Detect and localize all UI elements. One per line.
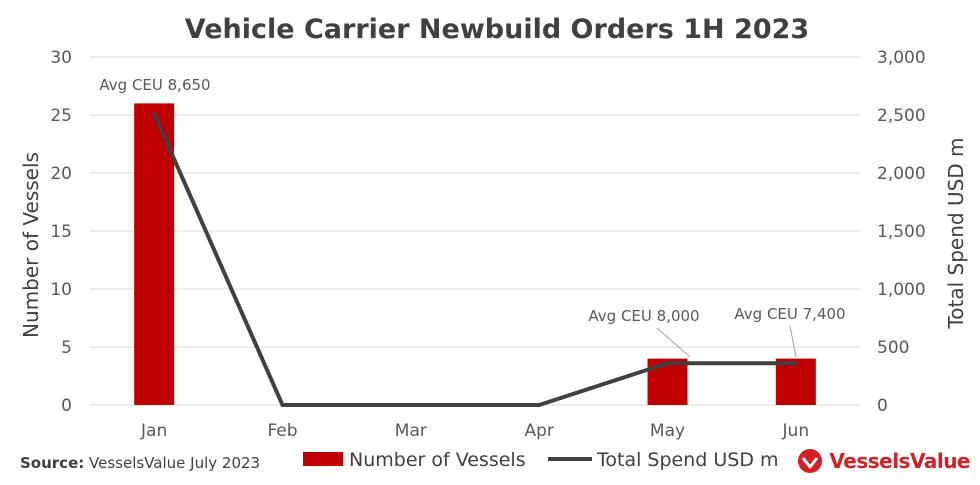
annotation-leader — [656, 327, 691, 358]
y2-tick-label: 1,000 — [877, 280, 926, 300]
y2-tick-label: 500 — [877, 338, 909, 358]
gridlines — [90, 56, 860, 406]
y-tick-label: 20 — [50, 164, 72, 184]
brand-logo: VesselsValue — [797, 448, 970, 474]
source-label: Source: — [20, 454, 85, 472]
x-tick-label: Apr — [524, 421, 553, 441]
line-point — [793, 361, 798, 366]
line-point — [537, 403, 542, 407]
right-axis-ticks: 0 500 1,000 1,500 2,000 2,500 3,000 — [877, 48, 926, 416]
line-point — [280, 403, 285, 407]
annotation-label: Avg CEU 8,650 — [99, 76, 210, 94]
source-note: Source: VesselsValue July 2023 — [20, 454, 260, 472]
legend-swatch-bar — [303, 452, 343, 466]
line-point — [665, 361, 670, 366]
vesselsvalue-logo-icon — [798, 449, 823, 473]
x-axis-ticks: Jan Feb Mar Apr May Jun — [140, 421, 809, 441]
y-tick-label: 5 — [61, 338, 72, 358]
legend: Number of Vessels Total Spend USD m — [303, 449, 779, 471]
y-tick-label: 10 — [50, 280, 72, 300]
line-point — [152, 111, 157, 116]
left-axis-ticks: 0 5 10 15 20 25 30 — [50, 48, 72, 416]
line-series — [152, 111, 798, 407]
x-tick-label: Feb — [267, 421, 297, 441]
series-line — [152, 113, 796, 407]
y2-tick-label: 0 — [877, 396, 888, 416]
x-tick-label: Mar — [395, 421, 427, 441]
x-tick-label: Jan — [140, 421, 167, 441]
brand-name: VesselsValue — [829, 449, 970, 473]
annotation-leader — [789, 325, 797, 358]
y-tick-label: 0 — [61, 396, 72, 416]
y2-tick-label: 2,000 — [877, 164, 926, 184]
bar — [775, 358, 816, 405]
y2-axis-title: Total Spend USD m — [944, 137, 968, 329]
y-tick-label: 30 — [50, 48, 72, 68]
line-point — [408, 403, 413, 407]
x-tick-label: Jun — [782, 421, 810, 441]
annotations: Avg CEU 8,650 Avg CEU 8,000 Avg CEU 7,400 — [99, 76, 846, 358]
y-tick-label: 15 — [50, 222, 72, 242]
annotation-label: Avg CEU 8,000 — [588, 307, 699, 325]
x-tick-label: May — [650, 421, 685, 441]
y2-tick-label: 2,500 — [877, 106, 926, 126]
legend-label-bar: Number of Vessels — [349, 449, 526, 471]
bar — [134, 103, 175, 406]
source-text: VesselsValue July 2023 — [89, 454, 261, 472]
y-axis-title: Number of Vessels — [19, 152, 43, 338]
bar-series — [134, 103, 816, 406]
y2-tick-label: 3,000 — [877, 48, 926, 68]
y2-tick-label: 1,500 — [877, 222, 926, 242]
legend-label-line: Total Spend USD m — [596, 449, 779, 471]
y-tick-label: 25 — [50, 106, 72, 126]
annotation-label: Avg CEU 7,400 — [734, 305, 845, 323]
bar — [647, 358, 688, 405]
chart-title: Vehicle Carrier Newbuild Orders 1H 2023 — [185, 14, 809, 45]
